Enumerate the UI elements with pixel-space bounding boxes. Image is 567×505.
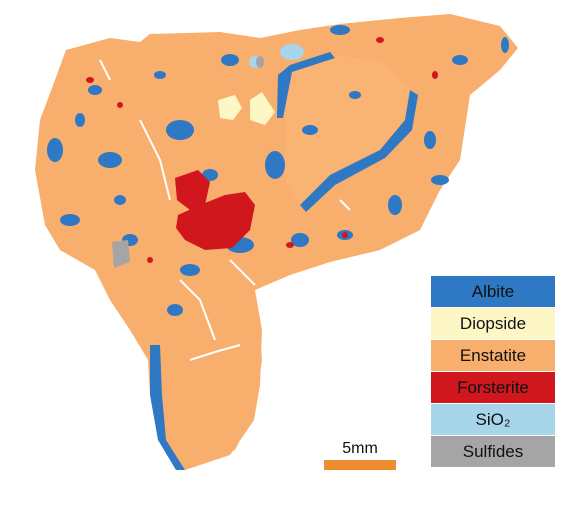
legend-item-sulfides: Sulfides bbox=[431, 436, 555, 468]
enstatite-large-grain bbox=[280, 55, 410, 205]
albite-grains bbox=[47, 25, 509, 470]
legend-label: Sulfides bbox=[462, 441, 524, 461]
legend-item-enstatite: Enstatite bbox=[431, 340, 555, 372]
cracks bbox=[99, 59, 351, 361]
sulfide-grains bbox=[112, 56, 264, 268]
scale-bar: 5mm bbox=[324, 440, 396, 470]
legend-label: Diopside bbox=[459, 313, 527, 333]
enstatite-lower-lobe bbox=[160, 292, 262, 468]
legend-label: Albite bbox=[471, 281, 515, 301]
legend-item-diopside: Diopside bbox=[431, 308, 555, 340]
legend-item-sio2: SiO₂ bbox=[431, 404, 555, 436]
legend-label: SiO₂ bbox=[475, 409, 511, 429]
legend-label: Forsterite bbox=[457, 377, 529, 397]
scale-bar-label: 5mm bbox=[342, 440, 378, 457]
scale-bar-line bbox=[324, 460, 396, 470]
diopside-grains bbox=[218, 92, 275, 125]
legend-label: Enstatite bbox=[459, 345, 527, 365]
legend: Albite Diopside Enstatite Forsterite SiO… bbox=[430, 275, 556, 469]
legend-item-albite: Albite bbox=[431, 276, 555, 308]
forsterite-grains bbox=[86, 37, 438, 263]
legend-item-forsterite: Forsterite bbox=[431, 372, 555, 404]
